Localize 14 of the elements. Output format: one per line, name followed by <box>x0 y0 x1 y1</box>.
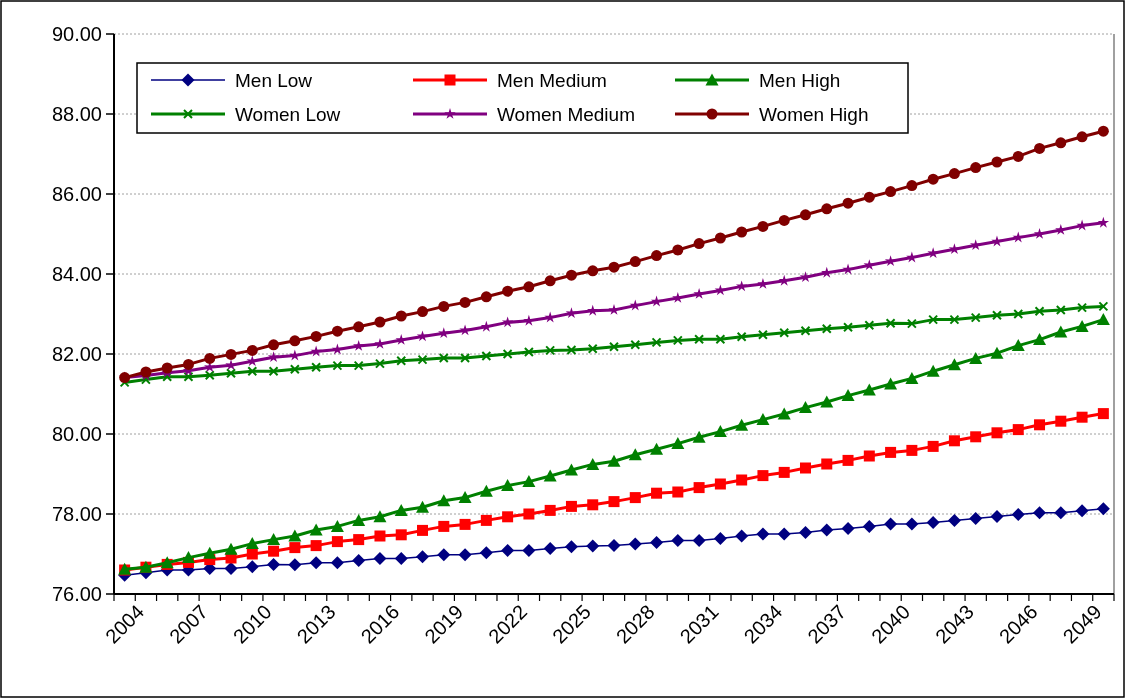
y-tick-label: 84.00 <box>51 263 102 285</box>
y-tick-label: 88.00 <box>51 103 102 125</box>
legend-label: Men Medium <box>497 69 607 91</box>
y-tick-label: 82.00 <box>51 343 102 365</box>
y-tick-label: 90.00 <box>51 23 102 45</box>
legend-label: Women High <box>759 103 869 125</box>
y-tick-label: 78.00 <box>51 503 102 525</box>
y-tick-label: 76.00 <box>51 583 102 605</box>
y-tick-label: 86.00 <box>51 183 102 205</box>
y-tick-label: 80.00 <box>51 423 102 445</box>
legend-label: Men High <box>759 69 841 91</box>
legend-label: Men Low <box>235 69 313 91</box>
legend-label: Women Medium <box>497 103 635 125</box>
legend-label: Women Low <box>235 103 341 125</box>
